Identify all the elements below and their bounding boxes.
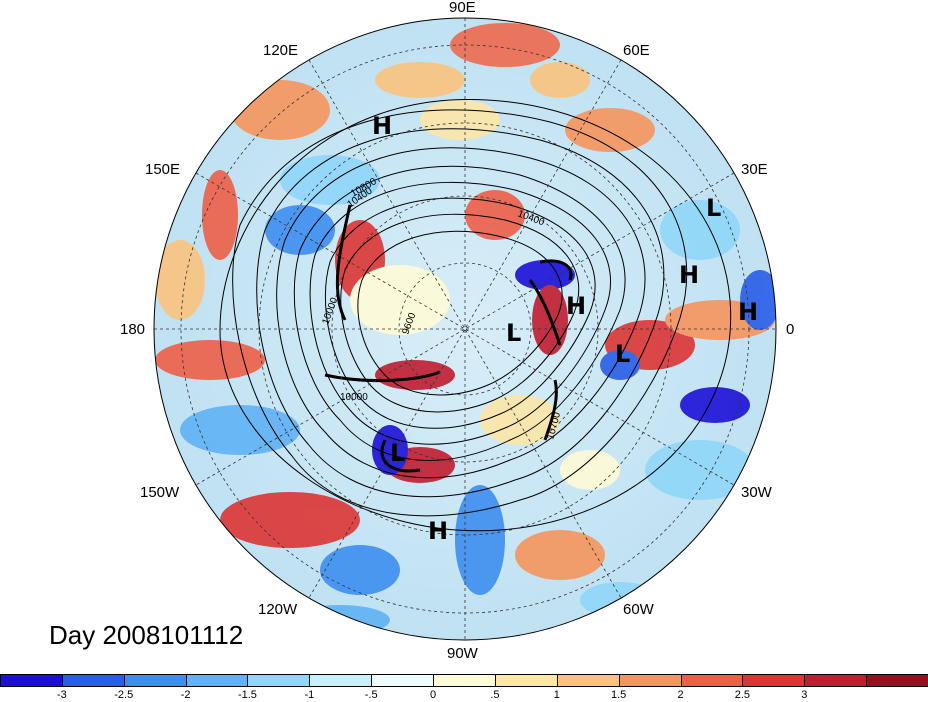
colorbar-box xyxy=(185,674,249,687)
colorbar-box xyxy=(494,674,558,687)
high-pressure-label: H xyxy=(372,112,392,140)
colorbar-box xyxy=(556,674,620,687)
colorbar-tick-label: 2.5 xyxy=(734,689,751,701)
longitude-label: 150W xyxy=(140,484,180,501)
colorbar-tick-label: -.5 xyxy=(364,689,378,701)
thick-contours xyxy=(324,204,573,473)
high-pressure-label: H xyxy=(566,292,586,320)
colorbar-box xyxy=(371,674,435,687)
colorbar-tick-label: 1 xyxy=(553,689,560,701)
high-pressure-label: H xyxy=(738,298,758,326)
colorbar-box xyxy=(742,674,806,687)
colorbar-box xyxy=(618,674,682,687)
date-label: Day 2008101112 xyxy=(49,620,244,650)
longitude-label: 90W xyxy=(447,645,479,662)
colorbar-tick-label: -1 xyxy=(304,689,315,701)
colorbar-tick-label: -2 xyxy=(180,689,191,701)
colorbar-box xyxy=(433,674,496,687)
colorbar-box xyxy=(61,674,125,687)
colorbar-tick-label: -3 xyxy=(56,689,67,701)
longitude-label: 120E xyxy=(263,42,298,59)
longitude-label: 30E xyxy=(741,161,768,178)
anomaly-patches xyxy=(155,23,776,635)
longitude-label: 120W xyxy=(258,601,298,618)
colorbar-box xyxy=(247,674,311,687)
longitude-label: 180 xyxy=(120,321,145,338)
colorbar-tick-label: 1.5 xyxy=(611,689,627,701)
colorbar-box xyxy=(0,674,63,687)
low-pressure-label: L xyxy=(706,194,721,222)
high-pressure-label: H xyxy=(428,517,448,545)
colorbar-box xyxy=(123,674,187,687)
colorbar-tick-label: .5 xyxy=(490,689,500,701)
longitude-label: 60W xyxy=(623,601,655,618)
longitude-label: 0 xyxy=(786,321,794,338)
colorbar-tick-label: -1.5 xyxy=(237,689,257,701)
height-contours xyxy=(219,99,732,532)
contour-label: 10000 xyxy=(340,392,368,403)
graticule xyxy=(154,18,776,640)
colorbar-box xyxy=(680,674,744,687)
polar-map: 10400 10400 10000 10000 9600 10800 10700… xyxy=(120,0,794,662)
low-pressure-label: L xyxy=(506,319,521,347)
colorbar-box xyxy=(804,674,868,687)
longitude-label: 30W xyxy=(741,484,773,501)
longitude-label: 150E xyxy=(145,161,180,178)
low-pressure-label: L xyxy=(615,340,630,368)
colorbar-tick-label: 2 xyxy=(677,689,684,701)
colorbar-tick-label: 0 xyxy=(430,689,437,701)
low-pressure-label: L xyxy=(390,439,405,467)
colorbar-tick-label: -2.5 xyxy=(114,689,134,701)
colorbar-box xyxy=(866,674,928,687)
longitude-label: 60E xyxy=(623,42,650,59)
colorbar-box xyxy=(309,674,373,687)
anomaly-field xyxy=(154,18,776,640)
colorbar: -3 -2.5 -2 -1.5 -1 -.5 0 .5 1 1.5 2 2.5 3 xyxy=(0,674,928,702)
longitude-label: 90E xyxy=(449,0,476,16)
high-pressure-label: H xyxy=(679,261,699,289)
map-boundary xyxy=(153,17,777,641)
colorbar-tick-label: 3 xyxy=(801,689,808,701)
